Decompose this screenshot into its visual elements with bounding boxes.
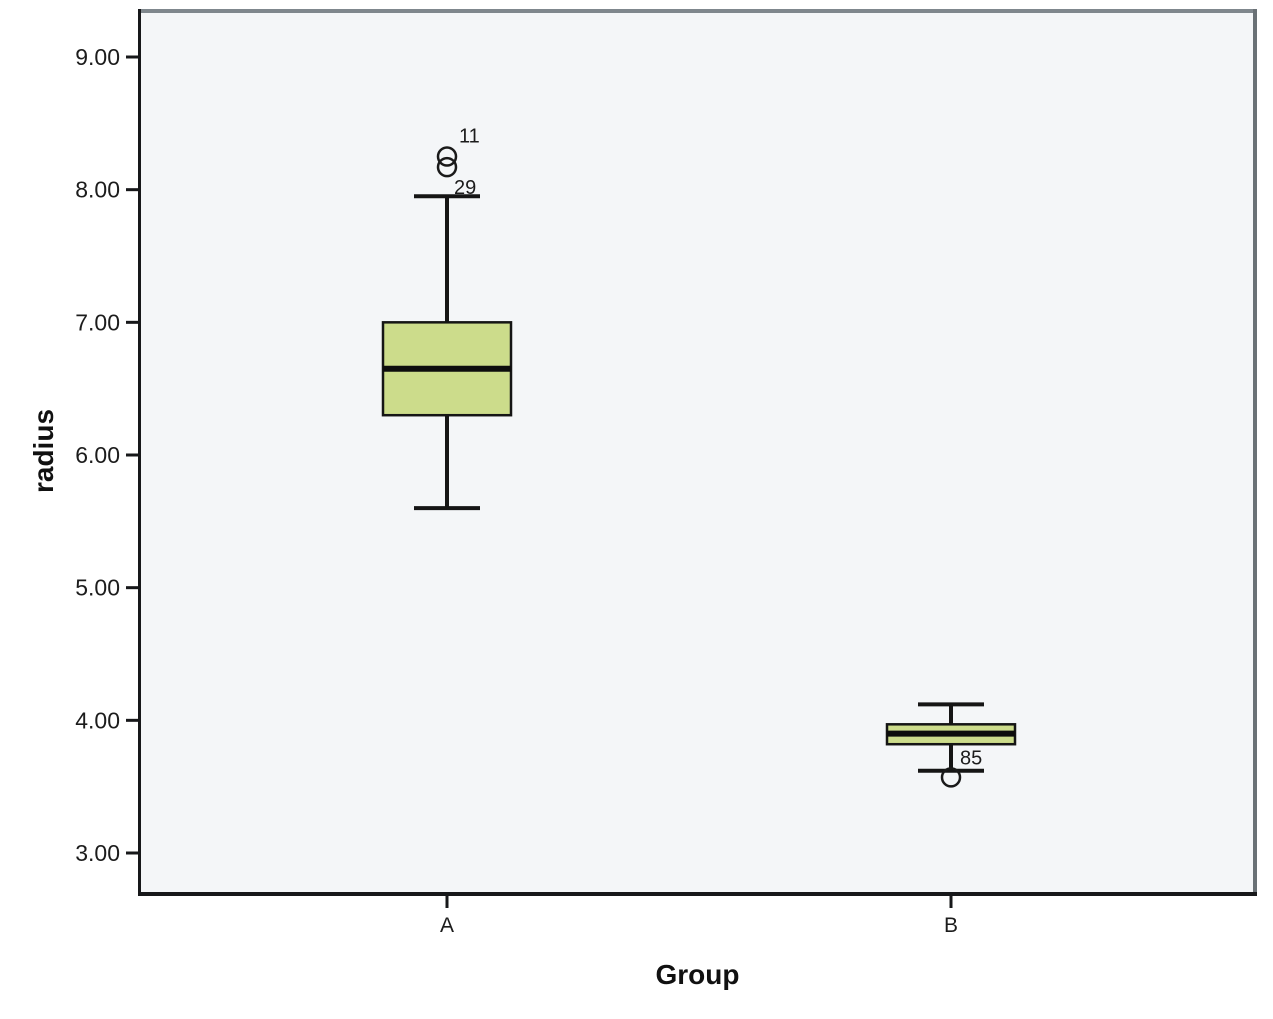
y-axis-tick-label: 9.00 (75, 44, 120, 70)
box-a-outlier-label: 11 (459, 126, 480, 148)
plot-frame-top (138, 9, 1257, 13)
plot-frame-left (138, 9, 141, 895)
y-axis-tick-label: 3.00 (75, 840, 120, 866)
y-axis-tick-label: 5.00 (75, 575, 120, 601)
box-a-outlier-label: 29 (454, 177, 476, 199)
y-axis-title: radius (28, 408, 59, 494)
x-axis-title: Group (655, 959, 740, 990)
box-b-outlier-point (940, 767, 962, 788)
box-b-outlier-label: 85 (960, 747, 982, 769)
box-a-outlier-point (436, 146, 458, 167)
y-axis-tick-label: 4.00 (75, 707, 120, 733)
y-axis-tick-label: 6.00 (75, 442, 120, 468)
x-axis-tick-label: A (440, 914, 454, 937)
y-axis-tick-label: 7.00 (75, 309, 120, 335)
y-axis-tick-label: 8.00 (75, 177, 120, 203)
plot-frame-right (1253, 9, 1257, 895)
x-axis-tick-label: B (944, 914, 958, 937)
plot-frame-bottom (138, 892, 1257, 896)
plot-area (138, 9, 1257, 895)
box-a-outlier-point (436, 156, 458, 178)
